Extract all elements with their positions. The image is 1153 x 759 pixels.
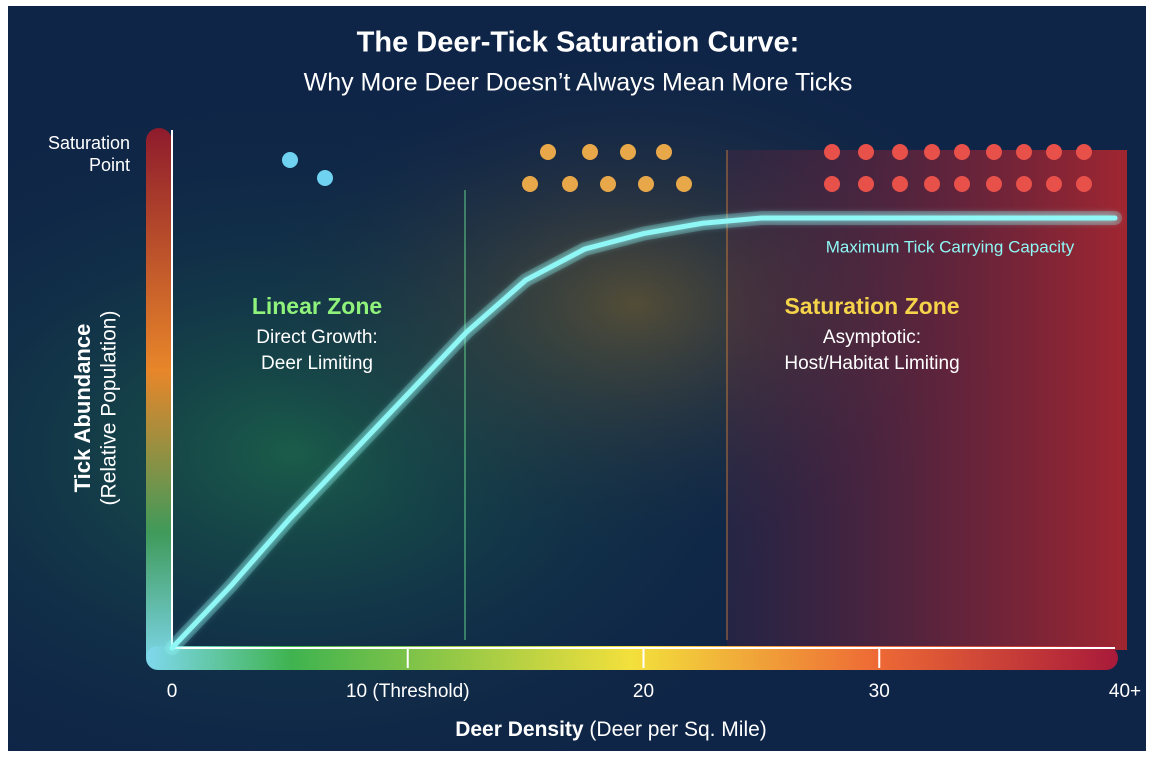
x-axis-label: Deer Density bbox=[455, 718, 584, 741]
y-axis-title: Tick Abundance bbox=[70, 324, 95, 493]
x-tick-label: 30 bbox=[869, 681, 890, 702]
zone-text: Direct Growth: bbox=[256, 327, 377, 348]
capacity-label: Maximum Tick Carrying Capacity bbox=[826, 237, 1075, 256]
zone-text: Asymptotic: bbox=[823, 327, 921, 348]
x-axis-bar bbox=[146, 646, 1118, 670]
zone-title: Linear Zone bbox=[252, 293, 382, 319]
zone-title: Saturation Zone bbox=[784, 293, 959, 319]
x-axis-note: (Deer per Sq. Mile) bbox=[589, 718, 766, 741]
x-tick-label: 40+ bbox=[1109, 681, 1141, 702]
x-tick-label: 10 (Threshold) bbox=[346, 681, 470, 702]
y-axis-note: (Relative Population) bbox=[98, 311, 121, 506]
x-axis-title: Deer Density (Deer per Sq. Mile) bbox=[455, 718, 767, 741]
y-axis-label: Tick Abundance bbox=[70, 324, 95, 493]
x-tick-label: 0 bbox=[167, 681, 178, 702]
chart: The Deer-Tick Saturation Curve: Why More… bbox=[0, 0, 1153, 759]
zone-text: Deer Limiting bbox=[261, 353, 373, 374]
x-tick-label: 20 bbox=[633, 681, 654, 702]
zone-text: Host/Habitat Limiting bbox=[784, 353, 959, 374]
chart-title: The Deer-Tick Saturation Curve: bbox=[357, 27, 800, 59]
page: The Deer-Tick Saturation Curve: Why More… bbox=[0, 0, 1153, 759]
y-tick-label: Saturation Point bbox=[10, 132, 130, 176]
chart-subtitle: Why More Deer Doesn’t Always Mean More T… bbox=[304, 69, 853, 97]
y-axis-bar bbox=[146, 128, 172, 668]
